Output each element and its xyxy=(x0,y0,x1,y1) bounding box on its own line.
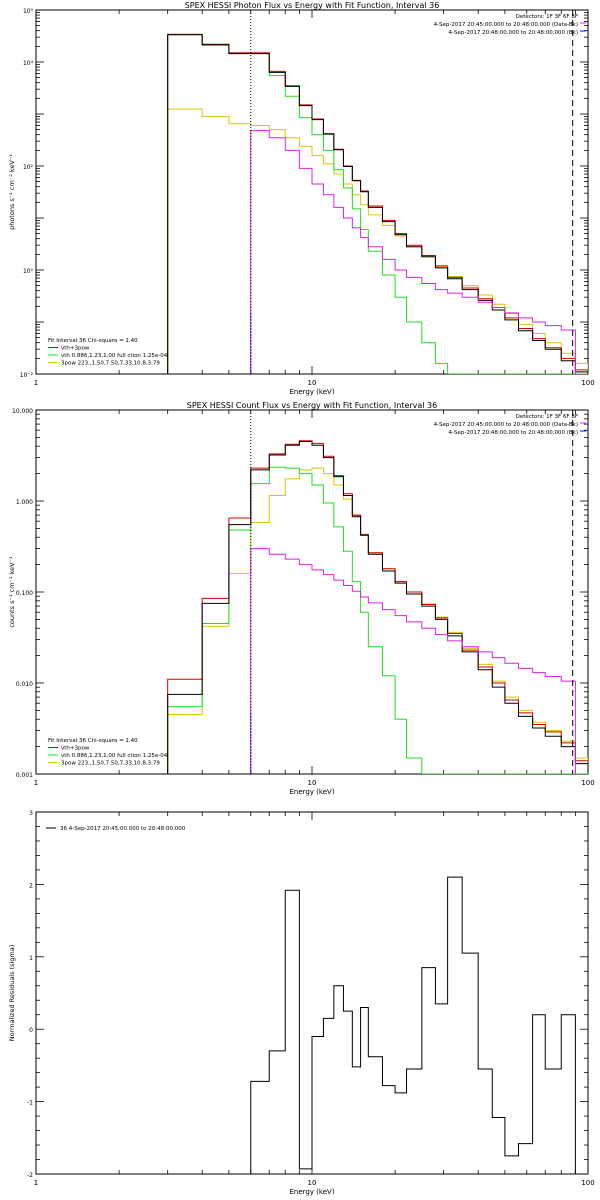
y-tick-label: 1.000 xyxy=(16,499,33,506)
y-tick-label: 10.000 xyxy=(12,408,33,415)
y-tick-label: 0 xyxy=(29,1027,33,1034)
y-tick-label: -2 xyxy=(27,1172,33,1179)
header-text-2: 4-Sep-2017 20:45:00.000 to 20:48:00.000 … xyxy=(434,22,578,28)
series-line-pow xyxy=(167,467,588,774)
y-axis-label: Normalized Residuals (sigma) xyxy=(8,945,16,1042)
data-layer xyxy=(250,876,576,1174)
legend-text-2: vth+3pow xyxy=(61,346,90,352)
spectrum-line xyxy=(250,548,576,774)
x-axis-label: Energy (keV) xyxy=(289,388,334,396)
series-line-total xyxy=(167,441,588,774)
chart-panel-3: 1 10 100 Energy (keV) -2 -1 0 1 2 3 Normalized Res… xyxy=(8,810,595,1196)
y-tick-label: 0.100 xyxy=(16,590,33,597)
legend-text-3: vth 0.886,1.23,1.00 full ction 1.25e-04 xyxy=(61,753,168,759)
y-tick-label: 10² xyxy=(23,164,34,171)
data-layer xyxy=(167,10,588,374)
x-axis-label: Energy (keV) xyxy=(289,1188,334,1196)
legend-text-3: vth 0.886,1.23,1.00 full ction 1.25e-04 xyxy=(61,353,168,359)
header-text-3: 4-Sep-2017 20:48:00.000 to 20:48:00.000 … xyxy=(449,30,579,36)
series-line-vth_3pow xyxy=(167,33,588,374)
header-text-1: Detectors: 1F 3F 6F 8F xyxy=(516,14,578,20)
chart-panel-2: SPEX HESSI Count Flux vs Energy with Fit… xyxy=(8,401,595,796)
legend-text-1: Fit Interval 36 Chi-square = 1.40 xyxy=(48,738,138,744)
series-line-vth xyxy=(167,466,588,774)
x-tick-label: 100 xyxy=(581,1179,594,1187)
series-line-total xyxy=(250,876,576,1174)
legend-text-2: vth+3pow xyxy=(61,746,90,752)
x-tick-label: 10 xyxy=(308,379,317,387)
series-line-total xyxy=(167,34,588,374)
x-tick-label: 100 xyxy=(581,779,594,787)
chart-title: SPEX HESSI Photon Flux vs Energy with Fi… xyxy=(185,1,440,10)
y-tick-label: 10⁻² xyxy=(20,372,34,379)
y-tick-label: -1 xyxy=(27,1100,33,1107)
spectrum-line xyxy=(250,130,576,374)
plot-frame xyxy=(35,409,589,775)
x-tick-label: 1 xyxy=(34,1179,38,1187)
y-axis-label: counts s⁻¹ cm⁻² keV⁻¹ xyxy=(8,556,16,628)
y-tick-label: 10⁵ xyxy=(23,8,34,15)
y-axis-label: photons s⁻¹ cm⁻² keV⁻¹ xyxy=(8,154,16,230)
x-tick-label: 100 xyxy=(581,379,594,387)
x-axis-label: Energy (keV) xyxy=(289,788,334,796)
y-tick-label: 10⁰ xyxy=(23,268,34,275)
y-tick-label: 3 xyxy=(29,810,33,817)
y-tick-label: 10⁴ xyxy=(23,60,34,67)
series-line-vth xyxy=(167,33,588,374)
legend-text-4: 3pow 223.,1.50,7.50,7.33,10.8,3.79 xyxy=(61,361,160,367)
chart-title: SPEX HESSI Count Flux vs Energy with Fit… xyxy=(187,401,438,410)
x-tick-label: 1 xyxy=(34,779,38,787)
chart-panel-1: SPEX HESSI Photon Flux vs Energy with Fi… xyxy=(8,1,595,396)
y-tick-label: 1 xyxy=(29,955,33,962)
x-tick-label: 1 xyxy=(34,379,38,387)
header-text-3: 4-Sep-2017 20:48:00.000 to 20:48:00.000 … xyxy=(449,430,579,436)
y-tick-label: 0.010 xyxy=(16,681,33,688)
x-tick-label: 10 xyxy=(308,779,317,787)
series-line-vth_3pow xyxy=(167,440,588,774)
legend-text-1: Fit Interval 36 Chi-square = 1.40 xyxy=(48,338,138,344)
series-line-pow xyxy=(167,108,588,374)
x-tick-label: 10 xyxy=(308,1179,317,1187)
y-tick-label: 2 xyxy=(29,882,33,889)
y-tick-label: 0.001 xyxy=(16,772,33,779)
legend-text-4: 3pow 223.,1.50,7.50,7.33,10.8,3.79 xyxy=(61,761,160,767)
header-text-1: Detectors: 1F 3F 6F 8F xyxy=(516,414,578,420)
data-layer xyxy=(167,410,588,774)
legend-text-1: 36 4-Sep-2017 20:45:00.000 to 20:48:00.0… xyxy=(60,826,186,832)
header-text-2: 4-Sep-2017 20:45:00.000 to 20:48:00.000 … xyxy=(434,422,578,428)
